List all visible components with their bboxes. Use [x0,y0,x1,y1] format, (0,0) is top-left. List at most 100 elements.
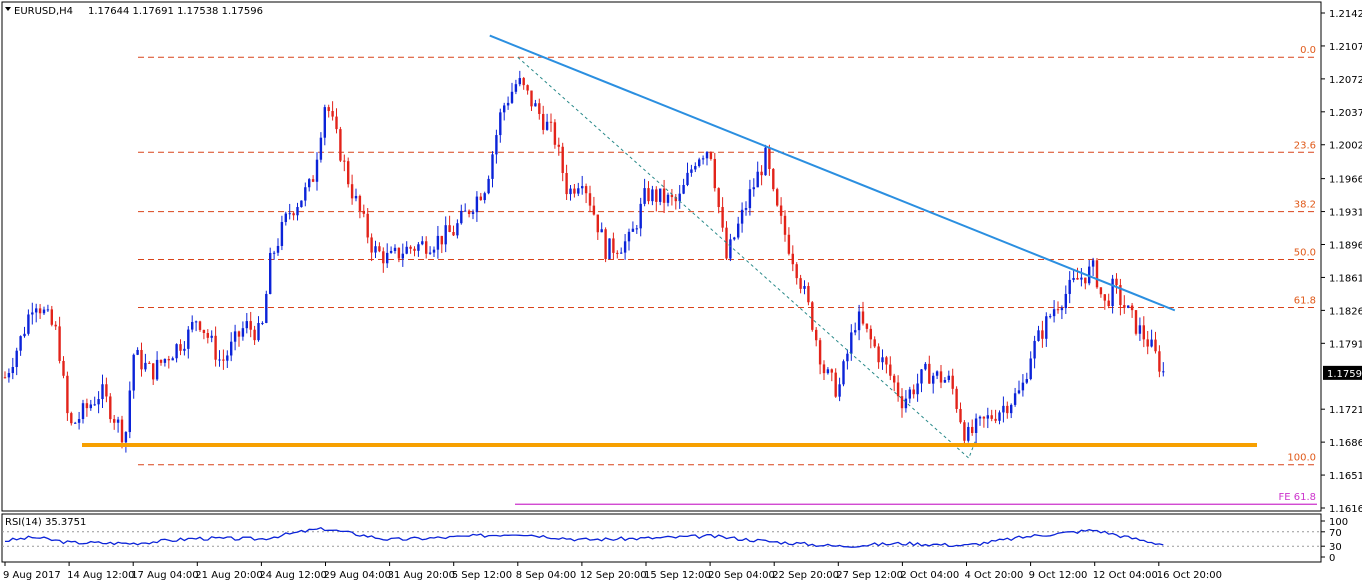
candle-body [487,178,490,194]
candle-body [155,359,159,380]
candle-body [382,251,385,264]
candle-body [374,246,377,253]
candle-body [842,361,845,385]
x-tick-label: 5 Sep 12:00 [452,570,512,581]
x-tick-label: 12 Oct 04:00 [1093,570,1158,581]
candle-body [226,355,229,361]
candle-body [58,326,61,361]
candle-body [822,364,826,374]
candle-body [873,339,876,347]
candle-body [542,113,545,130]
candle-body [631,228,635,232]
candle-body [686,172,689,185]
candle-body [596,214,599,233]
candle-body [50,309,53,325]
candle-body [1010,404,1013,414]
candle-body [651,189,654,202]
candle-body [144,362,147,370]
candle-body [967,426,970,441]
candle-body [916,383,919,395]
candle-body [1041,330,1044,339]
candle-body [881,357,884,363]
candle-body [1107,300,1110,307]
y-tick-label: 1.17910 [1329,339,1362,350]
candle-body [304,187,307,201]
candle-body [428,252,432,254]
candle-body [877,346,880,363]
candle-body [799,278,802,289]
candle-body [604,229,607,260]
candle-body [998,412,1001,421]
candle-body [202,329,206,333]
candle-body [77,419,81,423]
candle-body [89,404,92,409]
candle-body [659,188,662,202]
y-tick-label: 1.18960 [1329,241,1362,252]
candle-body [230,341,233,356]
candle-body [409,246,412,249]
candle-body [635,228,638,230]
candle-body [1103,294,1106,301]
candle-body [854,330,857,333]
candle-body [425,241,428,254]
current-price-label: 1.17596 [1327,369,1362,380]
candle-body [764,147,767,176]
candle-body [1099,287,1103,295]
rsi-tick-label: 100 [1329,517,1348,528]
candle-body [362,210,365,214]
candle-body [573,188,576,194]
candle-body [308,179,311,188]
candle-body [1068,279,1071,294]
candle-body [311,179,315,182]
candle-body [787,234,791,254]
y-tick-label: 1.18610 [1329,273,1362,284]
candle-body [947,375,950,380]
y-tick-label: 1.20020 [1329,141,1362,152]
rsi-label: RSI(14) 35.3751 [5,517,86,528]
fib-level-label: 23.6 [1294,140,1316,151]
candle-body [838,384,841,397]
candle-body [499,112,502,136]
candle-body [963,422,966,441]
candle-body [456,223,459,236]
candle-body [23,333,26,337]
candle-body [713,158,716,189]
candle-body [740,209,744,224]
candle-body [939,371,943,383]
candle-body [386,252,389,264]
candle-body [222,359,225,361]
candle-body [974,418,978,434]
fib-level-label: 100.0 [1287,453,1316,464]
candle-body [7,373,11,378]
candle-body [350,184,354,199]
candle-body [467,210,471,214]
candle-body [475,196,479,213]
candle-body [690,169,693,173]
y-tick-label: 1.20370 [1329,108,1362,119]
symbol-dropdown-icon[interactable] [5,7,11,11]
candle-body [526,85,529,91]
x-tick-label: 15 Sep 12:00 [644,570,711,581]
candle-body [709,152,713,159]
main-plot-frame [1,1,1322,512]
candle-body [850,332,853,354]
candle-body [389,250,393,253]
x-tick-label: 8 Sep 04:00 [516,570,576,581]
candle-body [600,229,603,233]
candle-body [1111,278,1114,307]
x-tick-label: 9 Oct 12:00 [1029,570,1088,581]
candle-body [448,225,451,232]
candle-body [514,84,518,92]
fib-level-label: 61.8 [1294,296,1316,307]
candle-body [436,235,440,250]
x-tick-label: 4 Oct 20:00 [965,570,1024,581]
candle-body [241,328,245,337]
candle-body [265,293,268,323]
y-tick-label: 1.17210 [1329,405,1362,416]
ohlc-quote: 1.17644 1.17691 1.17538 1.17596 [88,6,263,17]
candle-body [101,384,104,400]
candle-body [885,357,888,365]
candle-body [1037,330,1040,341]
candle-body [647,188,650,202]
candle-body [565,172,568,195]
